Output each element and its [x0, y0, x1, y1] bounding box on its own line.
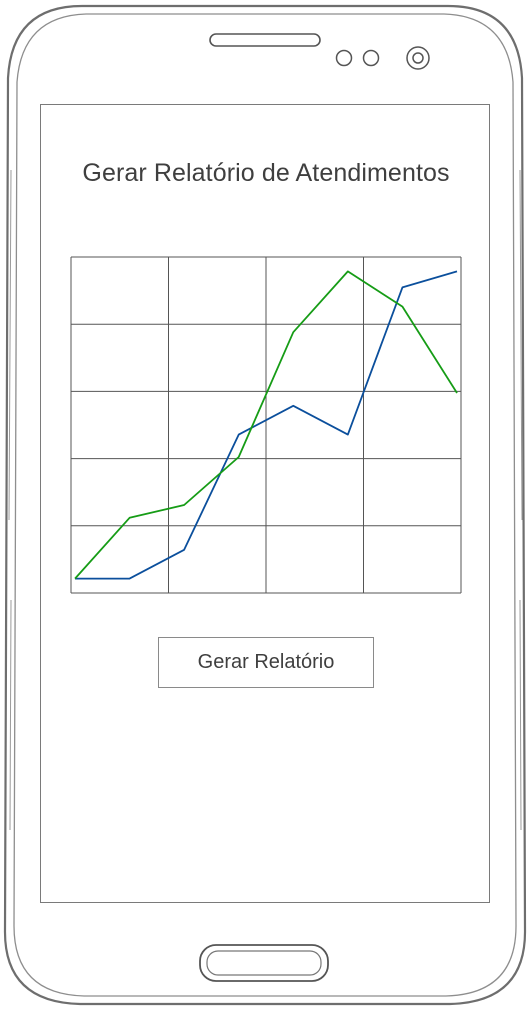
home-button[interactable] [199, 944, 329, 982]
phone-body-outline [3, 4, 527, 1006]
front-camera-lens [412, 52, 424, 64]
sensor-dot-right [362, 49, 380, 67]
home-button-inner [206, 950, 322, 976]
front-camera-outer [406, 46, 430, 70]
speaker-grille [209, 33, 321, 47]
page-title: Gerar Relatório de Atendimentos [82, 159, 450, 187]
phone-body-inner-outline [13, 13, 517, 997]
phone-side-left-edge [8, 169, 12, 831]
chart-series-line-1 [75, 270, 458, 580]
attendance-line-chart [70, 256, 462, 594]
generate-report-button[interactable]: Gerar Relatório [158, 637, 374, 688]
chart-series-line-2 [74, 270, 458, 580]
phone-side-right-edge [519, 169, 523, 831]
app-screen: Gerar Relatório de Atendimentos Gerar Re… [40, 104, 490, 903]
sensor-dot-left [335, 49, 353, 67]
